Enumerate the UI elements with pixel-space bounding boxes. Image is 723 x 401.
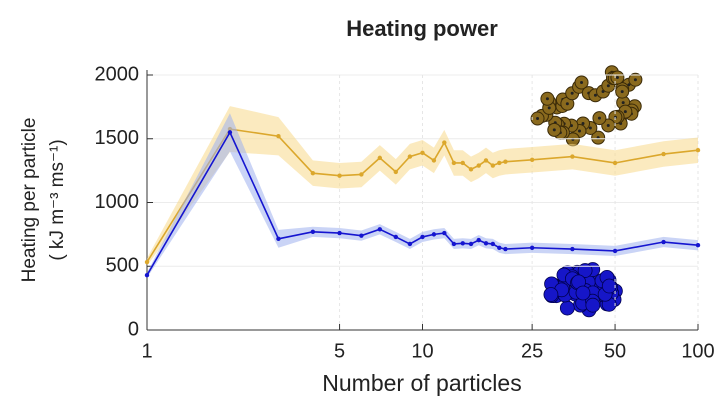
y-tick-label: 1500 [95,127,140,149]
gold-particle-core [607,124,610,127]
point [378,227,382,231]
point [491,163,495,167]
point [359,233,363,237]
gold-particle-core [571,92,574,95]
blue-particle [586,298,600,312]
point [145,273,149,277]
point [696,243,700,247]
blue-particle [544,288,558,302]
gold-particle-core [546,97,549,100]
point [337,174,341,178]
point [432,232,436,236]
point [477,238,481,242]
gold-particle-core [536,117,539,120]
x-tick-label: 25 [521,340,543,362]
point [484,241,488,245]
gold-particle-core [548,106,551,109]
point [228,130,232,134]
x-tick-label: 50 [604,340,626,362]
chart-title: Heating power [346,16,498,41]
x-tick-label: 100 [681,340,714,362]
point [661,152,665,156]
blue-particle [576,286,590,300]
point [461,241,465,245]
y-tick-label: 1000 [95,191,140,213]
point [442,140,446,144]
gold-particle-core [566,102,569,105]
point [477,163,481,167]
point [613,249,617,253]
particle-illustrations [531,66,642,317]
point [497,246,501,250]
point [661,240,665,244]
y-tick-label: 0 [128,318,139,340]
point [530,158,534,162]
gold-particle-core [580,81,583,84]
point [461,161,465,165]
point [570,247,574,251]
gold-particle-core [589,126,592,129]
point [469,167,473,171]
point [452,161,456,165]
y-axis-label: Heating per particle [19,118,40,283]
point [408,154,412,158]
x-tick-label: 1 [141,340,152,362]
gold-particle-core [616,76,619,79]
chart: Heating power Number of particles Heatin… [0,0,723,401]
x-axis-label: Number of particles [322,370,521,396]
blue-particle [602,279,616,293]
point [311,230,315,234]
gold-particle-core [598,117,601,120]
point [311,171,315,175]
x-tick-label: 5 [334,340,345,362]
point [276,134,280,138]
point [491,242,495,246]
point [503,160,507,164]
point [420,235,424,239]
gold-particle-core [622,101,625,104]
point [276,237,280,241]
gold-particle-core [594,94,597,97]
point [432,158,436,162]
point [359,172,363,176]
x-tick-label: 10 [411,340,433,362]
point [530,246,534,250]
point [420,151,424,155]
point [613,161,617,165]
point [696,148,700,152]
point [484,158,488,162]
y-tick-label: 2000 [95,63,140,85]
point [497,161,501,165]
y-axis-label: ( kJ m⁻³ ms⁻¹) [47,139,68,260]
point [570,154,574,158]
point [394,170,398,174]
gold-particle-core [553,128,556,131]
gold-particle-core [607,84,610,87]
point [394,235,398,239]
point [503,247,507,251]
gold-particle-core [621,90,624,93]
gold-particle-core [634,78,637,81]
gold-particle-core [624,110,627,113]
blue-particle [560,301,574,315]
point [337,231,341,235]
point [452,242,456,246]
point [469,242,473,246]
page: {"chart_data": {"type": "line", "title":… [0,0,723,401]
point [378,156,382,160]
y-tick-label: 500 [106,255,139,277]
gold-particle-core [578,129,581,132]
point [408,242,412,246]
point [442,231,446,235]
point [145,260,149,264]
